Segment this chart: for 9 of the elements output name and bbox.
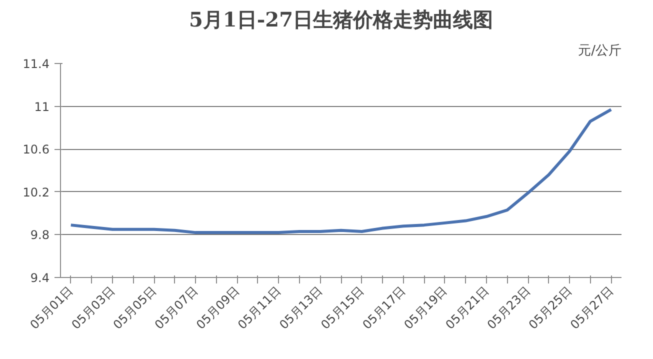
chart-title: 5月1日-27日生猪价格走势曲线图 — [189, 8, 493, 32]
y-tick-label: 9.4 — [30, 271, 50, 285]
y-tick-label: 10.6 — [22, 142, 50, 157]
y-tick-label: 11.4 — [22, 57, 50, 71]
y-tick-label: 11 — [34, 100, 50, 114]
y-axis-title: 元/公斤 — [578, 44, 622, 58]
line-series — [69, 108, 613, 234]
y-tick-label: 9.8 — [30, 228, 50, 242]
y-tick-label: 10.2 — [22, 185, 50, 200]
